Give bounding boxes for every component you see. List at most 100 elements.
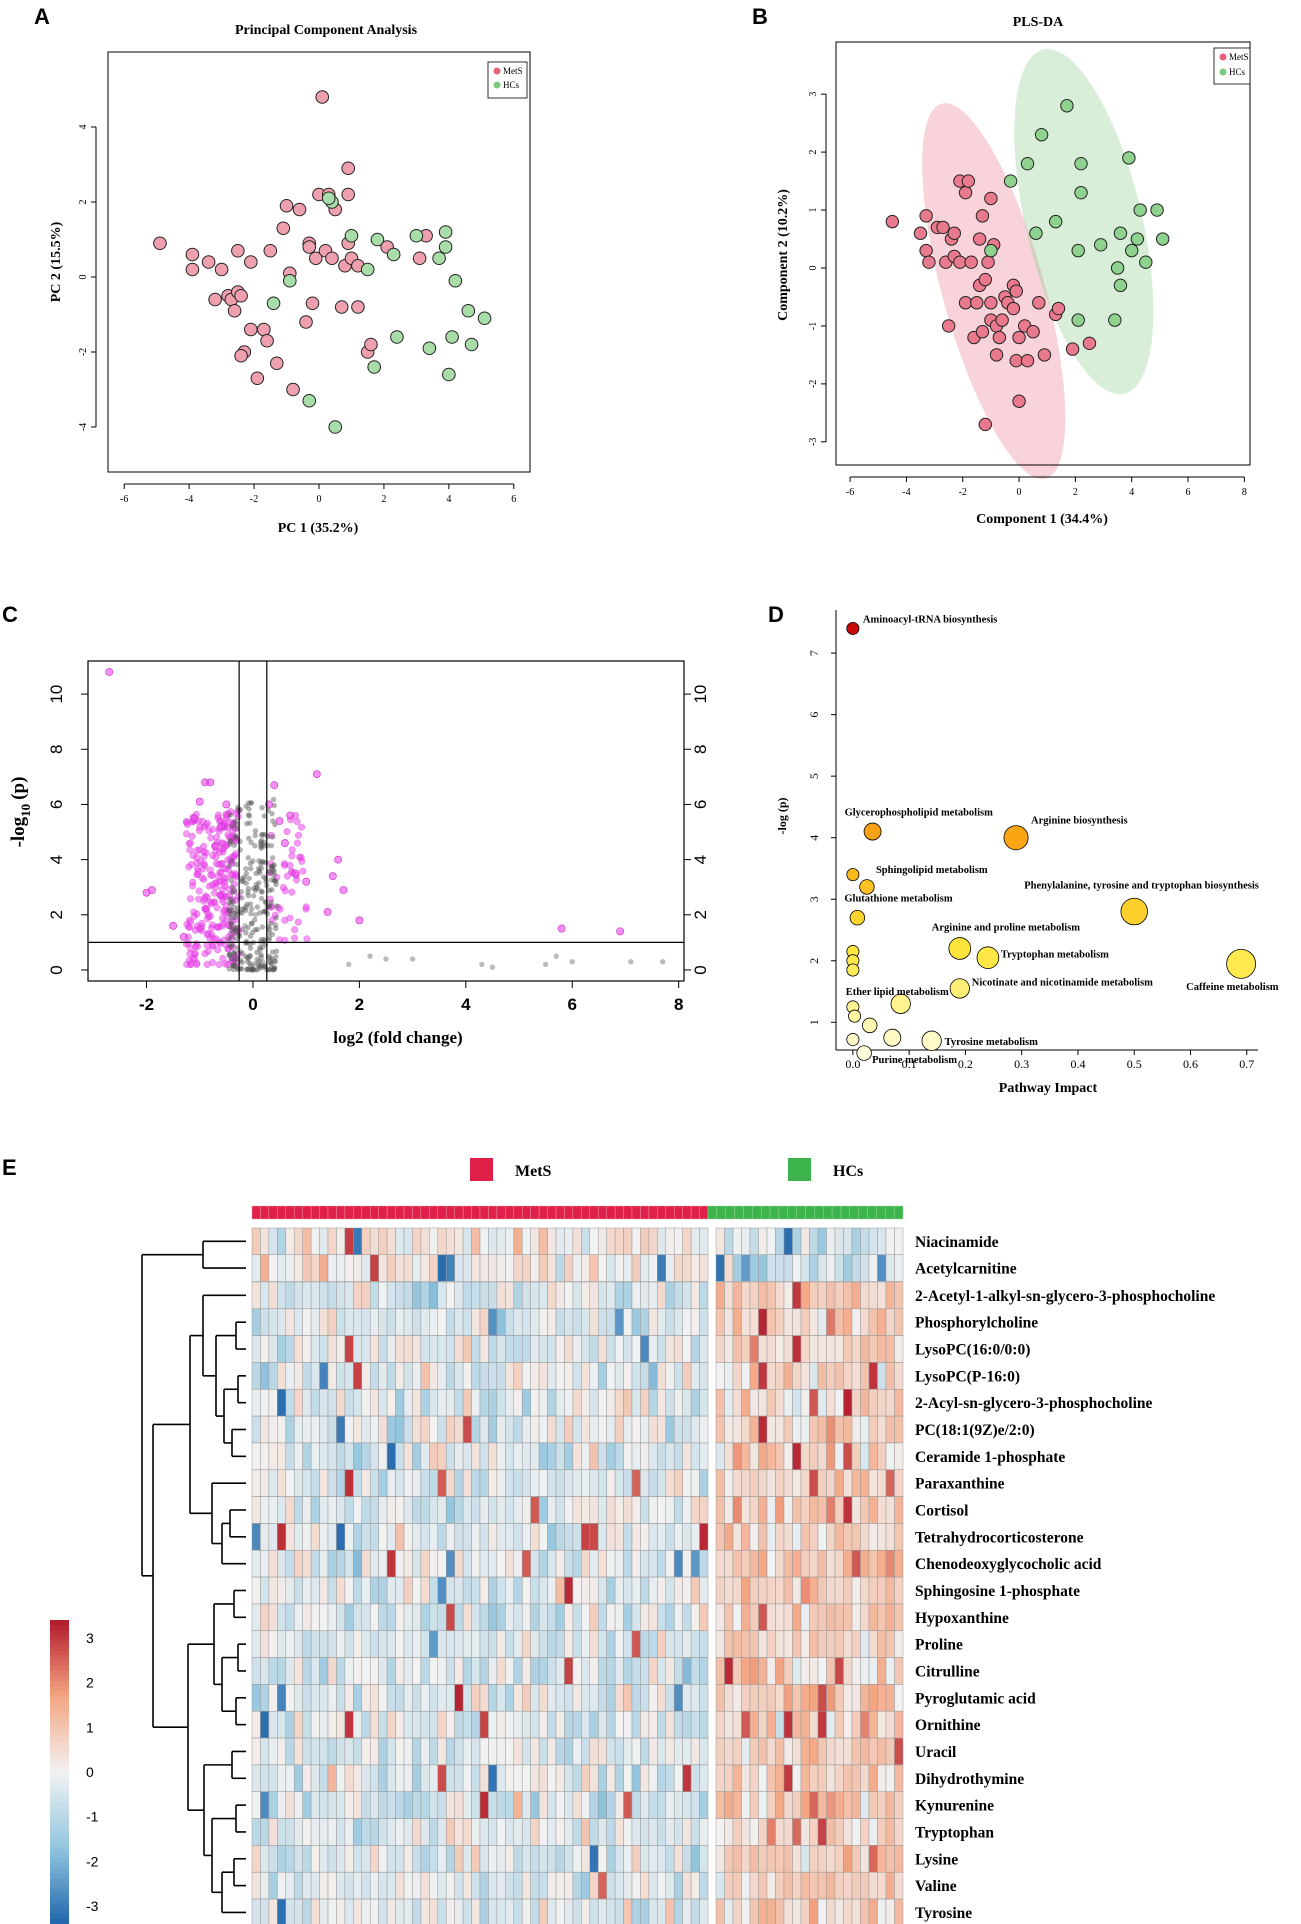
heatmap-cell [766,1496,776,1524]
heatmap-cell [673,1469,683,1497]
heatmap-cell [724,1603,734,1631]
heatmap-cell [429,1764,439,1792]
heatmap-cell [682,1227,692,1255]
volcano-point-nonsignificant [263,878,269,885]
heatmap-cell [606,1898,616,1924]
heatmap-cell [260,1442,270,1470]
pathway-label: Tyrosine metabolism [945,1037,1038,1048]
heatmap-cell [378,1764,388,1792]
heatmap-cell [530,1227,540,1255]
heatmap-cell [488,1362,498,1390]
heatmap-cell [277,1764,287,1792]
heatmap-cell [809,1576,819,1605]
heatmap-cell [631,1496,641,1524]
volcano-point-significant [220,864,228,872]
heatmap-cell [420,1576,430,1605]
heatmap-cell [403,1657,413,1685]
pca-point-hcs [367,360,381,374]
heatmap-cell [445,1523,455,1551]
volcano-point-nonsignificant [270,967,277,973]
heatmap-cell [775,1254,785,1282]
heatmap-cell [715,1281,725,1309]
volcano-point-nonsignificant [250,965,256,972]
volcano-point-nonsignificant [258,832,265,838]
volcano-point-nonsignificant [248,800,254,806]
heatmap-cell [454,1308,464,1336]
heatmap-cell [860,1362,870,1390]
heatmap-cell [800,1469,810,1497]
heatmap-cell [715,1469,725,1497]
heatmap-cell [336,1898,346,1924]
heatmap-cell [775,1764,785,1792]
heatmap-cell [682,1550,692,1578]
heatmap-cell [344,1227,354,1255]
plsda-legend-mets-marker [1219,53,1227,61]
heatmap-cell [429,1308,439,1336]
heatmap-cell [860,1442,870,1470]
pathway-bubble [890,993,911,1014]
heatmap-cell [521,1764,531,1792]
heatmap-cell [589,1415,599,1444]
heatmap-cell [251,1603,261,1631]
heatmap-cell [412,1630,422,1658]
heatmap-cell [260,1630,270,1658]
heatmap-cell [606,1389,616,1417]
heatmap-cell [877,1872,887,1900]
heatmap-cell [894,1362,904,1390]
group-bar-cell-mets [522,1205,531,1220]
heatmap-cell [682,1281,692,1309]
volcano-point-nonsignificant [243,880,250,886]
heatmap-cell [403,1389,413,1417]
heatmap-cell [860,1764,870,1792]
heatmap-cell [623,1630,633,1658]
heatmap-cell [597,1281,607,1309]
heatmap-cell [614,1684,624,1712]
heatmap-cell [597,1442,607,1470]
volcano-point-nonsignificant [346,961,352,968]
heatmap-cell [665,1684,675,1712]
heatmap-cell [277,1711,287,1739]
volcano-point-significant [288,846,296,854]
heatmap-cell [505,1845,515,1873]
heatmap-cell [809,1872,819,1900]
heatmap-cell [429,1791,439,1819]
heatmap-cell [657,1550,667,1578]
heatmap-cell [766,1657,776,1685]
heatmap-cell [369,1845,379,1873]
heatmap-cell [403,1845,413,1873]
heatmap-cell [834,1576,844,1605]
heatmap-cell [327,1469,337,1497]
heatmap-cell [699,1898,709,1924]
volcano-point-significant [267,831,275,839]
heatmap-cell [843,1442,853,1470]
volcano-point-nonsignificant [249,929,256,936]
heatmap-cell [843,1281,853,1309]
heatmap-cell [293,1711,303,1739]
heatmap-cell [648,1362,658,1390]
heatmap-cell [572,1550,582,1578]
pca-point-hcs [390,330,404,344]
pathway-xtick-label: 0.5 [1127,1057,1142,1071]
heatmap-cell [792,1657,802,1685]
heatmap-cell [877,1254,887,1282]
heatmap-cell [395,1737,405,1766]
volcano-point-nonsignificant [260,859,267,865]
heatmap-cell [732,1737,742,1766]
heatmap-cell [826,1630,836,1658]
heatmap-cell [699,1442,709,1470]
heatmap-cell [834,1684,844,1712]
heatmap-cell [775,1415,785,1444]
heatmap-cell [877,1898,887,1924]
heatmap-cell [648,1684,658,1712]
heatmap-cell [445,1335,455,1363]
heatmap-cell [690,1845,700,1873]
heatmap-cell [437,1818,447,1846]
heatmap-cell [589,1389,599,1417]
heatmap-cell [420,1791,430,1819]
heatmap-cell [293,1872,303,1900]
heatmap-cell [268,1711,278,1739]
heatmap-cell [471,1576,481,1605]
heatmap-cell [479,1818,489,1846]
heatmap-cell [631,1818,641,1846]
group-bar-cell-mets [344,1205,354,1220]
